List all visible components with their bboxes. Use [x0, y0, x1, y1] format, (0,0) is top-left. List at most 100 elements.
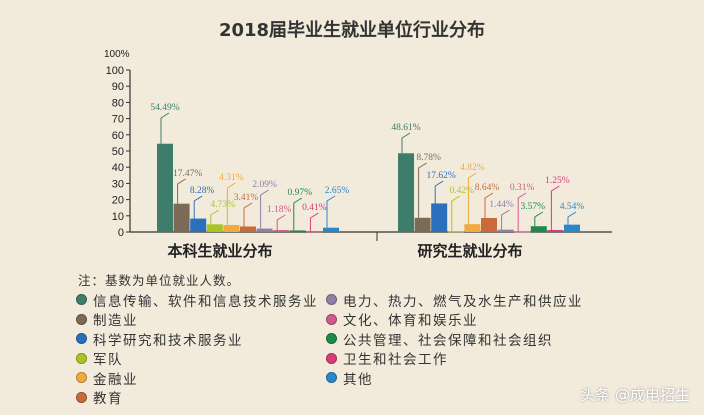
leader-line: [418, 162, 427, 218]
legend-label: 科学研究和技术服务业: [93, 332, 243, 349]
leader-line: [210, 209, 220, 225]
data-label: 17.62%: [427, 171, 456, 181]
data-label: 54.49%: [150, 103, 179, 113]
legend-swatch: [326, 372, 337, 384]
bar: [497, 229, 514, 232]
data-label: 8.78%: [416, 153, 441, 163]
category-label: 研究生就业分布: [417, 242, 522, 260]
leader-line: [467, 172, 477, 225]
data-label: 2.65%: [325, 186, 350, 196]
data-label: 0.31%: [510, 183, 535, 193]
data-label: 3.41%: [234, 193, 259, 203]
legend-swatch: [76, 294, 87, 306]
legend-label: 卫生和社会工作: [343, 352, 448, 369]
y-tick-label: 30: [112, 178, 124, 190]
legend-item: 信息传输、软件和信息技术服务业: [76, 290, 318, 310]
bar: [431, 203, 448, 232]
legend-swatch: [76, 352, 87, 364]
bar: [414, 217, 431, 232]
y-axis-unit: 100%: [104, 49, 130, 60]
data-label: 1.18%: [267, 205, 292, 215]
legend-item: 军队: [76, 349, 318, 368]
y-tick-label: 80: [112, 97, 124, 109]
leader-line: [293, 197, 303, 231]
legend-swatch: [76, 333, 87, 345]
legend-left: 信息传输、软件和信息技术服务业 制造业 科学研究和技术服务业 军队 金融业 教育: [76, 290, 318, 407]
bar: [564, 224, 580, 232]
leader-line: [326, 195, 336, 228]
data-label: 4.31%: [219, 173, 244, 183]
leader-line: [434, 180, 444, 204]
chart-note: 注：基数为单位就业人数。: [78, 273, 241, 288]
leader-line: [550, 185, 560, 230]
bar: [157, 143, 173, 232]
data-label: 0.42%: [450, 186, 475, 196]
legend-item: 科学研究和技术服务业: [76, 329, 318, 349]
data-label: 2.09%: [252, 180, 277, 190]
leader-line: [534, 211, 544, 227]
y-tick-label: 20: [112, 195, 124, 207]
leader-line: [517, 192, 527, 232]
legend-item: 电力、热力、燃气及水生产和供应业: [326, 290, 583, 310]
bar: [530, 226, 547, 232]
y-tick-label: 90: [112, 81, 124, 93]
data-label: 48.61%: [391, 123, 420, 133]
leader-line: [451, 195, 461, 232]
bar: [273, 230, 290, 232]
legend-label: 制造业: [93, 313, 138, 330]
y-tick-label: 0: [118, 227, 124, 239]
legend-label: 电力、热力、燃气及水生产和供应业: [343, 293, 583, 310]
legend-swatch: [326, 294, 337, 306]
leader-line: [567, 211, 577, 225]
y-tick-label: 60: [112, 130, 124, 142]
legend-item: 金融业: [76, 368, 318, 388]
legend-item: 其他: [326, 368, 583, 388]
data-label: 8.64%: [475, 183, 500, 193]
legend-swatch: [326, 313, 337, 325]
bar: [289, 230, 306, 232]
y-tick-label: 40: [112, 162, 124, 174]
y-tick-label: 10: [112, 211, 124, 223]
bar: [481, 218, 497, 232]
data-label: 3.57%: [521, 202, 546, 212]
legend-swatch: [76, 391, 87, 403]
bar: [306, 231, 323, 233]
legend-label: 其他: [343, 371, 373, 388]
leader-line: [276, 214, 286, 231]
legend-item: 制造业: [76, 310, 318, 330]
legend-right: 电力、热力、燃气及水生产和供应业 文化、体育和娱乐业公共管理、社会保障和社会组织卫…: [326, 290, 583, 388]
data-label: 4.54%: [560, 202, 585, 212]
watermark: 头条 @成电招生: [580, 386, 690, 404]
legend-label: 文化、体育和娱乐业: [343, 313, 478, 330]
legend-label: 金融业: [93, 371, 138, 388]
bar: [323, 227, 339, 232]
y-tick-label: 70: [112, 114, 124, 126]
bar: [447, 231, 464, 233]
data-label: 1.25%: [545, 176, 570, 186]
y-tick-label: 100: [106, 65, 124, 77]
leader-line: [243, 202, 253, 227]
data-label: 0.97%: [288, 188, 313, 198]
leader-line: [160, 112, 170, 144]
leader-line: [401, 132, 411, 154]
bar: [464, 224, 481, 232]
legend-swatch: [76, 372, 87, 384]
legend-swatch: [326, 333, 337, 345]
leader-line: [309, 212, 319, 232]
bar: [206, 224, 223, 232]
legend-label: 公共管理、社会保障和社会组织: [343, 332, 553, 349]
bar: [173, 203, 190, 232]
data-label: 0.41%: [302, 203, 327, 213]
bar: [256, 228, 273, 232]
bar: [514, 231, 531, 233]
data-label: 4.73%: [211, 200, 236, 210]
bar: [240, 226, 256, 232]
bar: [190, 218, 207, 232]
bar-chart: 100% 0 10 20 30 40 50 60 70 80 90 100 本科生就业分布 54.49% 1…: [104, 49, 612, 260]
category-label: 本科生就业分布: [167, 242, 272, 260]
leader-line: [501, 209, 510, 230]
leader-line: [193, 195, 203, 219]
leader-line: [484, 192, 494, 219]
leader-line: [226, 182, 236, 226]
data-label: 1.44%: [489, 200, 514, 210]
